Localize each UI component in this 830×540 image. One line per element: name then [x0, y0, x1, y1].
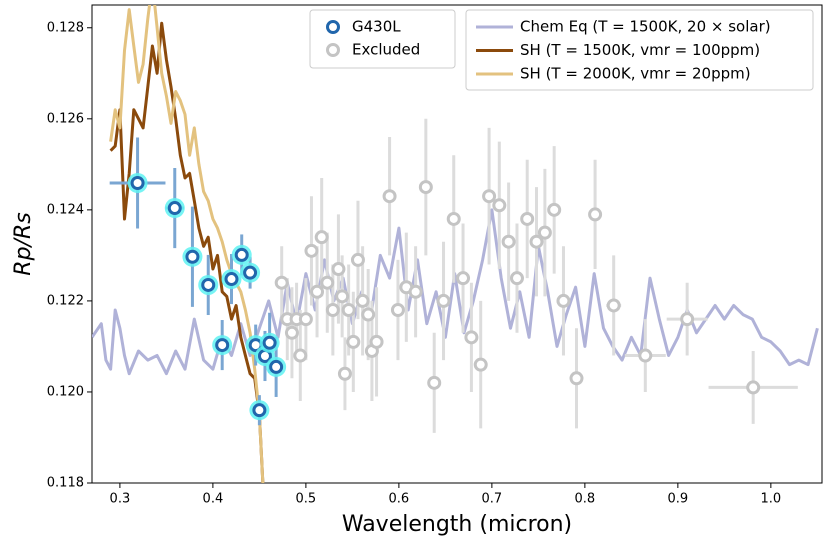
data-point: [341, 303, 356, 318]
data-point: [547, 202, 562, 217]
data-point: [680, 312, 695, 327]
model-line: [109, 5, 265, 483]
data-point: [224, 272, 239, 287]
data-point: [638, 348, 653, 363]
data-point: [325, 303, 340, 318]
data-point: [350, 252, 365, 267]
legend-box: [309, 9, 456, 69]
plot-frame: [91, 4, 823, 484]
legend: Chem Eq (T = 1500K, 20 × solar) SH (T = 1…: [309, 9, 814, 91]
data-point: [418, 180, 433, 195]
legend-label: SH (T = 2000K, vmr = 20ppm): [520, 65, 751, 83]
data-point: [346, 334, 361, 349]
legend-label: SH (T = 1500K, vmr = 100ppm): [520, 41, 760, 59]
y-tick-label: 0.122: [47, 293, 84, 308]
data-point: [529, 234, 544, 249]
data-point: [335, 289, 350, 304]
data-point: [252, 403, 267, 418]
data-point: [298, 312, 313, 327]
data-point: [436, 293, 451, 308]
x-tick-label: 0.4: [203, 492, 224, 507]
data-point: [746, 380, 761, 395]
x-tick-label: 0.6: [389, 492, 410, 507]
x-tick-label: 0.9: [668, 492, 689, 507]
y-axis-label: Rp/Rs: [11, 212, 36, 275]
data-point: [606, 298, 621, 313]
data-point: [185, 249, 200, 264]
data-point: [284, 325, 299, 340]
data-point: [382, 189, 397, 204]
data-point: [310, 284, 325, 299]
data-point: [262, 335, 277, 350]
legend-box: [465, 9, 814, 91]
legend-marker: [326, 43, 340, 57]
data-point: [243, 265, 258, 280]
data-point: [355, 293, 370, 308]
data-point: [304, 243, 319, 258]
data-point: [269, 359, 284, 374]
legend-marker: [326, 20, 340, 34]
data-point: [337, 366, 352, 381]
y-tick-label: 0.124: [47, 202, 84, 217]
data-point: [588, 207, 603, 222]
data-point: [167, 201, 182, 216]
y-tick-label: 0.128: [47, 20, 84, 35]
model-line: [109, 21, 265, 483]
data-point: [274, 275, 289, 290]
data-point: [293, 348, 308, 363]
data-point: [361, 307, 376, 322]
legend-label: Excluded: [352, 41, 420, 59]
data-point: [537, 225, 552, 240]
axes: 0.3 0.4 0.5 0.6 0.7 0.8 0.9 1.0 0.118 0.120 0.122 0…: [47, 20, 781, 506]
plot-area: [92, 5, 819, 483]
x-tick-label: 0.7: [482, 492, 503, 507]
data-point: [492, 198, 507, 213]
data-point: [130, 175, 145, 190]
legend-label: Chem Eq (T = 1500K, 20 × solar): [520, 18, 771, 36]
data-point: [464, 330, 479, 345]
x-tick-label: 1.0: [761, 492, 782, 507]
data-point: [509, 271, 524, 286]
x-tick-label: 0.8: [575, 492, 596, 507]
data-point: [408, 284, 423, 299]
legend-label: G430L: [352, 18, 401, 36]
x-tick-label: 0.3: [110, 492, 131, 507]
data-point: [234, 247, 249, 262]
data-point: [320, 275, 335, 290]
x-axis-label: Wavelength (micron): [342, 512, 572, 537]
data-point: [390, 303, 405, 318]
data-point: [369, 334, 384, 349]
y-tick-label: 0.126: [47, 111, 84, 126]
data-point: [501, 234, 516, 249]
data-point: [482, 189, 497, 204]
y-tick-label: 0.118: [47, 476, 84, 491]
data-point: [314, 230, 329, 245]
data-point: [473, 357, 488, 372]
data-point: [569, 371, 584, 386]
x-tick-label: 0.5: [296, 492, 317, 507]
y-tick-label: 0.120: [47, 384, 84, 399]
data-point: [201, 277, 216, 292]
data-point: [215, 338, 230, 353]
data-point: [520, 211, 535, 226]
data-point: [427, 375, 442, 390]
data-point: [446, 211, 461, 226]
data-point: [556, 293, 571, 308]
data-point: [331, 262, 346, 277]
data-point: [456, 271, 471, 286]
